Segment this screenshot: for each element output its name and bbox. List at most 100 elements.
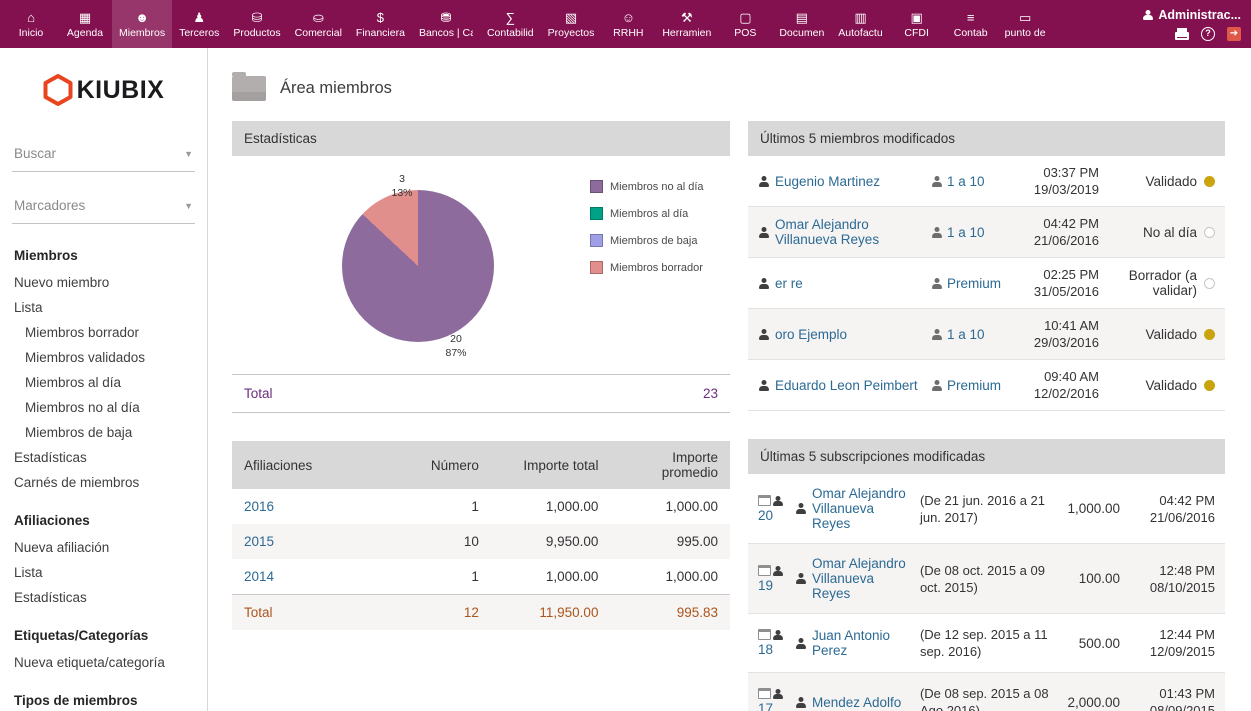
- members-area-icon: [232, 76, 266, 101]
- topbar-item-pos[interactable]: ▢ POS: [718, 0, 772, 48]
- column-header: Importe total: [491, 441, 611, 489]
- affiliation-number: 1: [401, 489, 491, 524]
- hr-icon: ☺: [622, 10, 635, 25]
- member-name-link[interactable]: Eduardo Leon Peimbert: [775, 378, 918, 393]
- sidebar-item-miembros-de-baja[interactable]: Miembros de baja: [14, 420, 201, 445]
- topbar-item-label: Agenda: [67, 27, 103, 39]
- member-type-link[interactable]: 1 a 10: [947, 225, 985, 240]
- help-icon[interactable]: ?: [1201, 27, 1215, 41]
- member-type-link[interactable]: 1 a 10: [947, 174, 985, 189]
- topbar-item-productos[interactable]: ⛁ Productos: [226, 0, 287, 48]
- topbar-item-herramientas[interactable]: ⚒ Herramien: [655, 0, 718, 48]
- sidebar-item-nueva-etiqueta[interactable]: Nueva etiqueta/categoría: [14, 650, 201, 675]
- member-name-link[interactable]: Omar Alejandro Villanueva Reyes: [775, 217, 925, 247]
- accounting2-icon: ≡: [967, 10, 975, 25]
- kiubix-logo[interactable]: KIUBIX: [0, 74, 207, 106]
- stats-total-value: 23: [703, 386, 718, 401]
- topbar-item-rrhh[interactable]: ☺ RRHH: [601, 0, 655, 48]
- sidebar-item-lista-afiliaciones[interactable]: Lista: [14, 560, 201, 585]
- stats-panel-title: Estadísticas: [232, 121, 730, 156]
- member-status-label: Validado: [1145, 378, 1197, 393]
- topbar-item-financiera[interactable]: $ Financiera: [349, 0, 412, 48]
- topbar-item-label: Autofactu: [838, 27, 882, 39]
- logout-icon[interactable]: ➔: [1227, 27, 1241, 41]
- subscription-member-link[interactable]: Juan Antonio Perez: [812, 628, 911, 658]
- affiliation-number: 10: [401, 524, 491, 559]
- affiliation-average: 995.00: [610, 524, 730, 559]
- member-type-link[interactable]: Premium: [947, 378, 1001, 393]
- sidebar-item-miembros-al-dia[interactable]: Miembros al día: [14, 370, 201, 395]
- topbar-item-label: Herramien: [662, 27, 711, 39]
- topbar-item-label: Contabilid: [487, 27, 534, 39]
- sidebar-item-carnes-de-miembros[interactable]: Carnés de miembros: [14, 470, 201, 495]
- affiliations-header-row: Afiliaciones Número Importe total Import…: [232, 441, 730, 489]
- affiliation-year-link[interactable]: 2015: [244, 534, 274, 549]
- bookmarks-dropdown[interactable]: Marcadores ▼: [12, 188, 195, 224]
- sidebar-item-estadisticas-afiliaciones[interactable]: Estadísticas: [14, 585, 201, 610]
- subscription-member-link[interactable]: Mendez Adolfo: [812, 695, 901, 710]
- topbar-item-comercial[interactable]: ⛀ Comercial: [288, 0, 349, 48]
- member-status-label: Borrador (a validar): [1099, 268, 1197, 298]
- pie-slice-label-borrador: 3 13%: [380, 172, 424, 200]
- topbar-item-proyectos[interactable]: ▧ Proyectos: [541, 0, 602, 48]
- member-type-icon: [931, 176, 942, 187]
- member-name-link[interactable]: er re: [775, 276, 803, 291]
- topbar-item-documentos[interactable]: ▤ Documen: [772, 0, 831, 48]
- affiliation-total: 9,950.00: [491, 524, 611, 559]
- subscription-member-link[interactable]: Omar Alejandro Villanueva Reyes: [812, 556, 911, 601]
- member-icon: [773, 566, 782, 576]
- member-icon: [758, 380, 769, 391]
- topbar-item-contabilidad[interactable]: ∑ Contabilid: [480, 0, 541, 48]
- affiliation-row: 2014 1 1,000.00 1,000.00: [232, 559, 730, 595]
- member-row: er re Premium 02:25 PM 31/05/2016: [748, 258, 1225, 309]
- sidebar-item-miembros-borrador[interactable]: Miembros borrador: [14, 320, 201, 345]
- topbar-item-label: Productos: [233, 27, 280, 39]
- affiliation-year-link[interactable]: 2014: [244, 569, 274, 584]
- affiliations-total-label: Total: [232, 595, 401, 631]
- subscription-ref-link[interactable]: 18: [758, 642, 773, 657]
- affiliation-row: 2015 10 9,950.00 995.00: [232, 524, 730, 559]
- topbar-item-cfdi[interactable]: ▣ CFDI: [890, 0, 944, 48]
- legend-swatch: [590, 207, 603, 220]
- print-icon[interactable]: [1175, 32, 1189, 40]
- member-type-link[interactable]: 1 a 10: [947, 327, 985, 342]
- affiliations-table: Afiliaciones Número Importe total Import…: [232, 441, 730, 630]
- member-type-icon: [931, 380, 942, 391]
- last-members-rows: Eugenio Martinez 1 a 10 03:37 PM 19/03/2…: [748, 156, 1225, 411]
- user-menu[interactable]: Administrac...: [1143, 8, 1241, 22]
- topbar-item-terceros[interactable]: ♟ Terceros: [172, 0, 226, 48]
- affiliation-year-link[interactable]: 2016: [244, 499, 274, 514]
- sidebar-item-miembros-no-al-dia[interactable]: Miembros no al día: [14, 395, 201, 420]
- app-window: ⌂ Inicio ▦ Agenda ☻ Miembros ♟ Terceros …: [0, 0, 1251, 711]
- member-name-link[interactable]: oro Ejemplo: [775, 327, 847, 342]
- sidebar-item-estadisticas-miembros[interactable]: Estadísticas: [14, 445, 201, 470]
- topbar-item-agenda[interactable]: ▦ Agenda: [58, 0, 112, 48]
- topbar-item-bancos[interactable]: ⛃ Bancos | Ca: [412, 0, 480, 48]
- sidebar-item-lista-miembros[interactable]: Lista: [14, 295, 201, 320]
- topbar-item-punto-de-venta[interactable]: ▭ punto de: [998, 0, 1053, 48]
- subscription-ref-link[interactable]: 20: [758, 508, 773, 523]
- member-icon: [795, 573, 806, 584]
- sidebar-item-nuevo-miembro[interactable]: Nuevo miembro: [14, 270, 201, 295]
- topbar-item-contab[interactable]: ≡ Contab: [944, 0, 998, 48]
- member-name-link[interactable]: Eugenio Martinez: [775, 174, 880, 189]
- topbar-item-autofactura[interactable]: ▥ Autofactu: [831, 0, 889, 48]
- column-header: Importe promedio: [610, 441, 730, 489]
- member-type-link[interactable]: Premium: [947, 276, 1001, 291]
- topbar-item-label: punto de: [1005, 27, 1046, 39]
- stats-total-row: Total 23: [232, 374, 730, 413]
- search-dropdown[interactable]: Buscar ▼: [12, 136, 195, 172]
- subscription-amount: 1,000.00: [1058, 501, 1120, 516]
- page-title: Área miembros: [280, 79, 392, 98]
- member-row: oro Ejemplo 1 a 10 10:41 AM 29/03/2016: [748, 309, 1225, 360]
- search-label: Buscar: [14, 146, 56, 161]
- subscription-ref-link[interactable]: 19: [758, 578, 773, 593]
- subscription-ref-link[interactable]: 17: [758, 701, 773, 711]
- subscription-member-link[interactable]: Omar Alejandro Villanueva Reyes: [812, 486, 911, 531]
- topbar-item-inicio[interactable]: ⌂ Inicio: [4, 0, 58, 48]
- sidebar-item-nueva-afiliacion[interactable]: Nueva afiliación: [14, 535, 201, 560]
- sidebar-item-miembros-validados[interactable]: Miembros validados: [14, 345, 201, 370]
- subscription-modified-datetime: 04:42 PM 21/06/2016: [1125, 492, 1215, 526]
- topbar-item-miembros[interactable]: ☻ Miembros: [112, 0, 172, 48]
- products-icon: ⛁: [252, 10, 263, 25]
